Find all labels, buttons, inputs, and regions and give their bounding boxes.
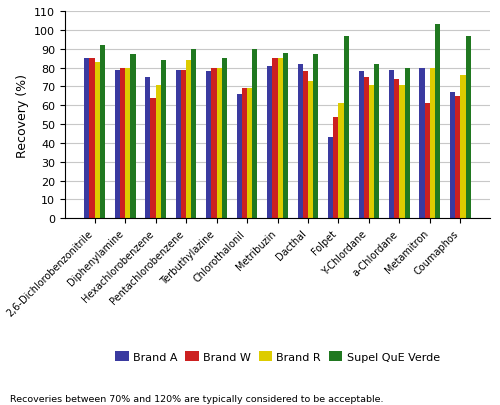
Bar [282, 53, 288, 219]
Bar [369, 85, 374, 219]
Bar [278, 59, 282, 219]
Bar [338, 104, 344, 219]
Bar [216, 68, 222, 219]
Bar [364, 78, 369, 219]
Bar [247, 89, 252, 219]
Bar [90, 59, 94, 219]
Bar [466, 36, 470, 219]
Bar [298, 65, 303, 219]
Bar [115, 70, 120, 219]
Bar [455, 97, 460, 219]
Bar [192, 50, 196, 219]
Bar [267, 66, 272, 219]
Bar [222, 59, 227, 219]
Text: Recoveries between 70% and 120% are typically considered to be acceptable.: Recoveries between 70% and 120% are typi… [10, 394, 384, 403]
Bar [450, 93, 455, 219]
Bar [420, 68, 424, 219]
Bar [236, 95, 242, 219]
Bar [334, 117, 338, 219]
Bar [100, 46, 105, 219]
Bar [212, 68, 216, 219]
Bar [94, 63, 100, 219]
Bar [130, 55, 136, 219]
Bar [303, 72, 308, 219]
Bar [394, 80, 400, 219]
Bar [161, 61, 166, 219]
Bar [186, 61, 192, 219]
Bar [120, 68, 125, 219]
Bar [400, 85, 404, 219]
Legend: Brand A, Brand W, Brand R, Supel QuE Verde: Brand A, Brand W, Brand R, Supel QuE Ver… [112, 348, 443, 366]
Bar [358, 72, 364, 219]
Bar [344, 36, 349, 219]
Bar [150, 98, 156, 219]
Bar [328, 138, 334, 219]
Bar [242, 89, 247, 219]
Bar [460, 76, 466, 219]
Bar [176, 70, 181, 219]
Bar [404, 68, 409, 219]
Bar [374, 65, 380, 219]
Y-axis label: Recovery (%): Recovery (%) [16, 74, 28, 157]
Bar [313, 55, 318, 219]
Bar [424, 104, 430, 219]
Bar [206, 72, 212, 219]
Bar [389, 70, 394, 219]
Bar [272, 59, 278, 219]
Bar [430, 68, 435, 219]
Bar [125, 68, 130, 219]
Bar [181, 70, 186, 219]
Bar [156, 85, 161, 219]
Bar [308, 82, 313, 219]
Bar [84, 59, 89, 219]
Bar [252, 50, 258, 219]
Bar [435, 25, 440, 219]
Bar [146, 78, 150, 219]
